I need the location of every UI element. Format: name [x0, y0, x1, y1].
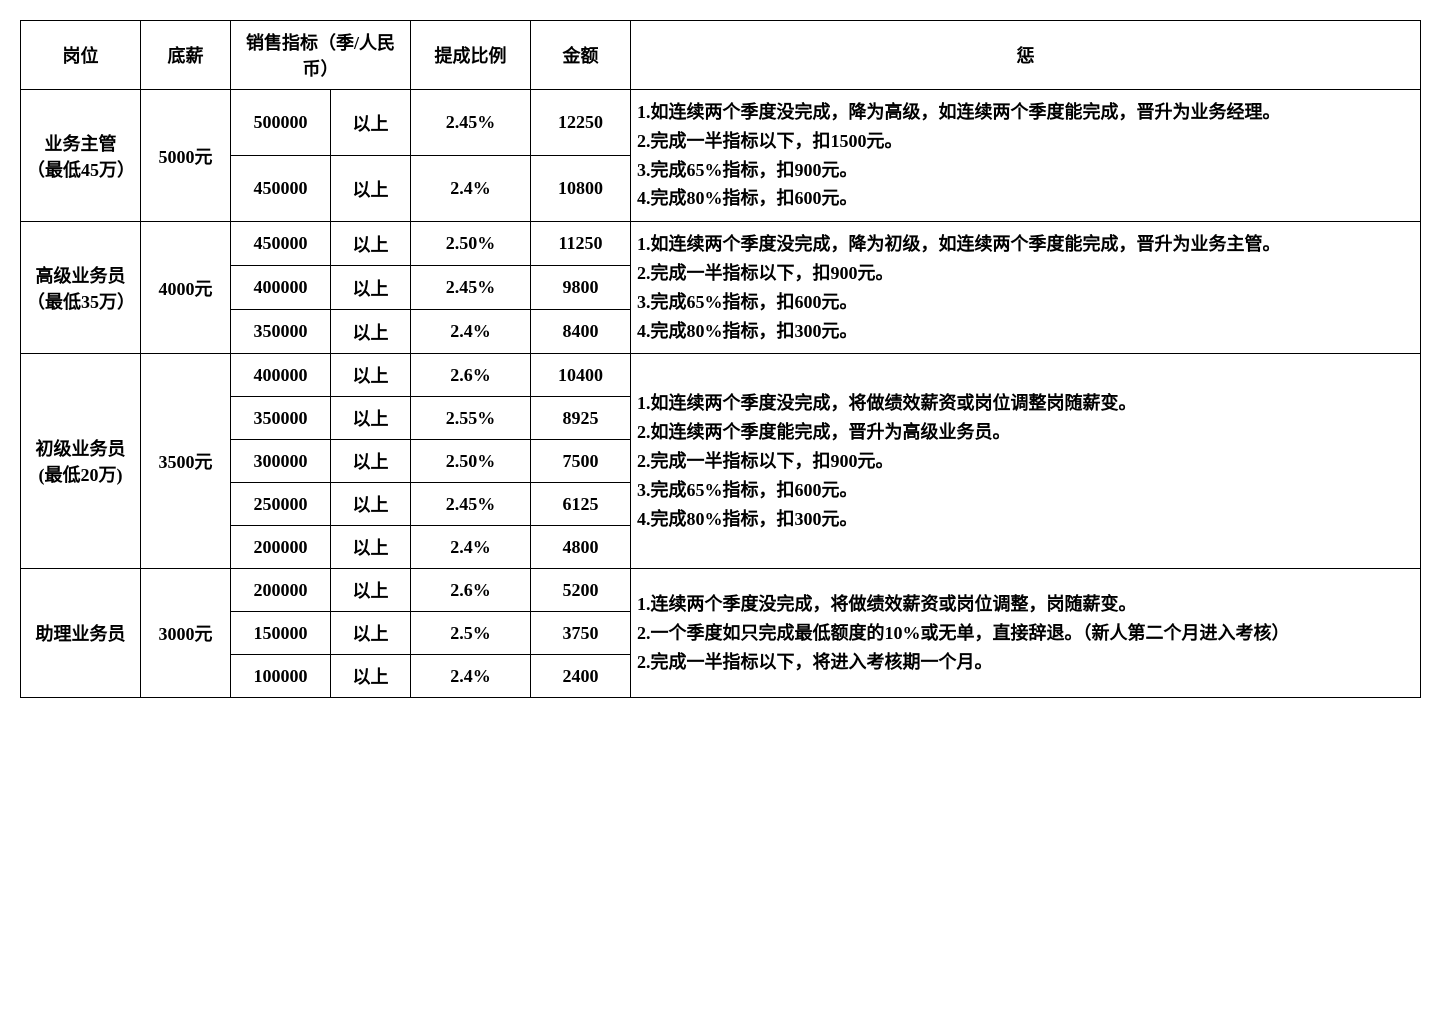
above-cell: 以上	[331, 612, 411, 655]
penalty-line: 2.完成一半指标以下，扣900元。	[637, 447, 1414, 476]
amount-cell: 6125	[531, 483, 631, 526]
header-sales-target: 销售指标（季/人民币）	[231, 21, 411, 90]
target-cell: 150000	[231, 612, 331, 655]
rate-cell: 2.4%	[411, 526, 531, 569]
penalty-cell: 1.如连续两个季度没完成，降为初级，如连续两个季度能完成，晋升为业务主管。2.完…	[631, 222, 1421, 354]
penalty-cell: 1.连续两个季度没完成，将做绩效薪资或岗位调整，岗随薪变。2.一个季度如只完成最…	[631, 569, 1421, 698]
target-cell: 200000	[231, 526, 331, 569]
penalty-line: 1.如连续两个季度没完成，将做绩效薪资或岗位调整岗随薪变。	[637, 389, 1414, 418]
rate-cell: 2.45%	[411, 483, 531, 526]
amount-cell: 2400	[531, 655, 631, 698]
penalty-cell: 1.如连续两个季度没完成，降为高级，如连续两个季度能完成，晋升为业务经理。2.完…	[631, 90, 1421, 222]
above-cell: 以上	[331, 156, 411, 222]
header-commission-rate: 提成比例	[411, 21, 531, 90]
penalty-line: 3.完成65%指标，扣600元。	[637, 288, 1414, 317]
above-cell: 以上	[331, 440, 411, 483]
penalty-line: 1.如连续两个季度没完成，降为初级，如连续两个季度能完成，晋升为业务主管。	[637, 230, 1414, 259]
rate-cell: 2.6%	[411, 354, 531, 397]
target-cell: 200000	[231, 569, 331, 612]
rate-cell: 2.6%	[411, 569, 531, 612]
header-amount: 金额	[531, 21, 631, 90]
header-base-salary: 底薪	[141, 21, 231, 90]
penalty-line: 4.完成80%指标，扣300元。	[637, 317, 1414, 346]
penalty-line: 4.完成80%指标，扣600元。	[637, 184, 1414, 213]
table-row: 业务主管（最低45万）5000元500000以上2.45%122501.如连续两…	[21, 90, 1421, 156]
penalty-line: 4.完成80%指标，扣300元。	[637, 505, 1414, 534]
penalty-line: 2.如连续两个季度能完成，晋升为高级业务员。	[637, 418, 1414, 447]
position-cell: 助理业务员	[21, 569, 141, 698]
above-cell: 以上	[331, 222, 411, 266]
penalty-cell: 1.如连续两个季度没完成，将做绩效薪资或岗位调整岗随薪变。2.如连续两个季度能完…	[631, 354, 1421, 569]
amount-cell: 4800	[531, 526, 631, 569]
target-cell: 500000	[231, 90, 331, 156]
table-row: 初级业务员(最低20万)3500元400000以上2.6%104001.如连续两…	[21, 354, 1421, 397]
rate-cell: 2.4%	[411, 156, 531, 222]
header-position: 岗位	[21, 21, 141, 90]
target-cell: 350000	[231, 397, 331, 440]
target-cell: 400000	[231, 354, 331, 397]
penalty-line: 2.完成一半指标以下，扣900元。	[637, 259, 1414, 288]
target-cell: 400000	[231, 266, 331, 310]
base-salary-cell: 3500元	[141, 354, 231, 569]
table-row: 助理业务员3000元200000以上2.6%52001.连续两个季度没完成，将做…	[21, 569, 1421, 612]
penalty-line: 3.完成65%指标，扣900元。	[637, 156, 1414, 185]
penalty-line: 2.一个季度如只完成最低额度的10%或无单，直接辞退。（新人第二个月进入考核）	[637, 619, 1414, 648]
rate-cell: 2.45%	[411, 90, 531, 156]
penalty-line: 1.连续两个季度没完成，将做绩效薪资或岗位调整，岗随薪变。	[637, 590, 1414, 619]
base-salary-cell: 4000元	[141, 222, 231, 354]
rate-cell: 2.5%	[411, 612, 531, 655]
above-cell: 以上	[331, 526, 411, 569]
amount-cell: 5200	[531, 569, 631, 612]
above-cell: 以上	[331, 354, 411, 397]
amount-cell: 12250	[531, 90, 631, 156]
base-salary-cell: 5000元	[141, 90, 231, 222]
salary-table: 岗位 底薪 销售指标（季/人民币） 提成比例 金额 惩 业务主管（最低45万）5…	[20, 20, 1421, 698]
amount-cell: 8400	[531, 310, 631, 354]
position-cell: 初级业务员(最低20万)	[21, 354, 141, 569]
above-cell: 以上	[331, 90, 411, 156]
above-cell: 以上	[331, 266, 411, 310]
position-cell: 高级业务员（最低35万）	[21, 222, 141, 354]
penalty-line: 2.完成一半指标以下，将进入考核期一个月。	[637, 648, 1414, 677]
rate-cell: 2.4%	[411, 655, 531, 698]
rate-cell: 2.50%	[411, 222, 531, 266]
target-cell: 250000	[231, 483, 331, 526]
above-cell: 以上	[331, 655, 411, 698]
target-cell: 300000	[231, 440, 331, 483]
above-cell: 以上	[331, 310, 411, 354]
amount-cell: 9800	[531, 266, 631, 310]
rate-cell: 2.55%	[411, 397, 531, 440]
penalty-line: 1.如连续两个季度没完成，降为高级，如连续两个季度能完成，晋升为业务经理。	[637, 98, 1414, 127]
target-cell: 450000	[231, 156, 331, 222]
amount-cell: 10800	[531, 156, 631, 222]
penalty-line: 3.完成65%指标，扣600元。	[637, 476, 1414, 505]
header-row: 岗位 底薪 销售指标（季/人民币） 提成比例 金额 惩	[21, 21, 1421, 90]
penalty-line: 2.完成一半指标以下，扣1500元。	[637, 127, 1414, 156]
target-cell: 100000	[231, 655, 331, 698]
above-cell: 以上	[331, 569, 411, 612]
target-cell: 450000	[231, 222, 331, 266]
table-row: 高级业务员（最低35万）4000元450000以上2.50%112501.如连续…	[21, 222, 1421, 266]
amount-cell: 11250	[531, 222, 631, 266]
position-cell: 业务主管（最低45万）	[21, 90, 141, 222]
above-cell: 以上	[331, 483, 411, 526]
rate-cell: 2.45%	[411, 266, 531, 310]
amount-cell: 10400	[531, 354, 631, 397]
amount-cell: 8925	[531, 397, 631, 440]
rate-cell: 2.4%	[411, 310, 531, 354]
amount-cell: 3750	[531, 612, 631, 655]
rate-cell: 2.50%	[411, 440, 531, 483]
target-cell: 350000	[231, 310, 331, 354]
amount-cell: 7500	[531, 440, 631, 483]
above-cell: 以上	[331, 397, 411, 440]
header-penalty: 惩	[631, 21, 1421, 90]
base-salary-cell: 3000元	[141, 569, 231, 698]
